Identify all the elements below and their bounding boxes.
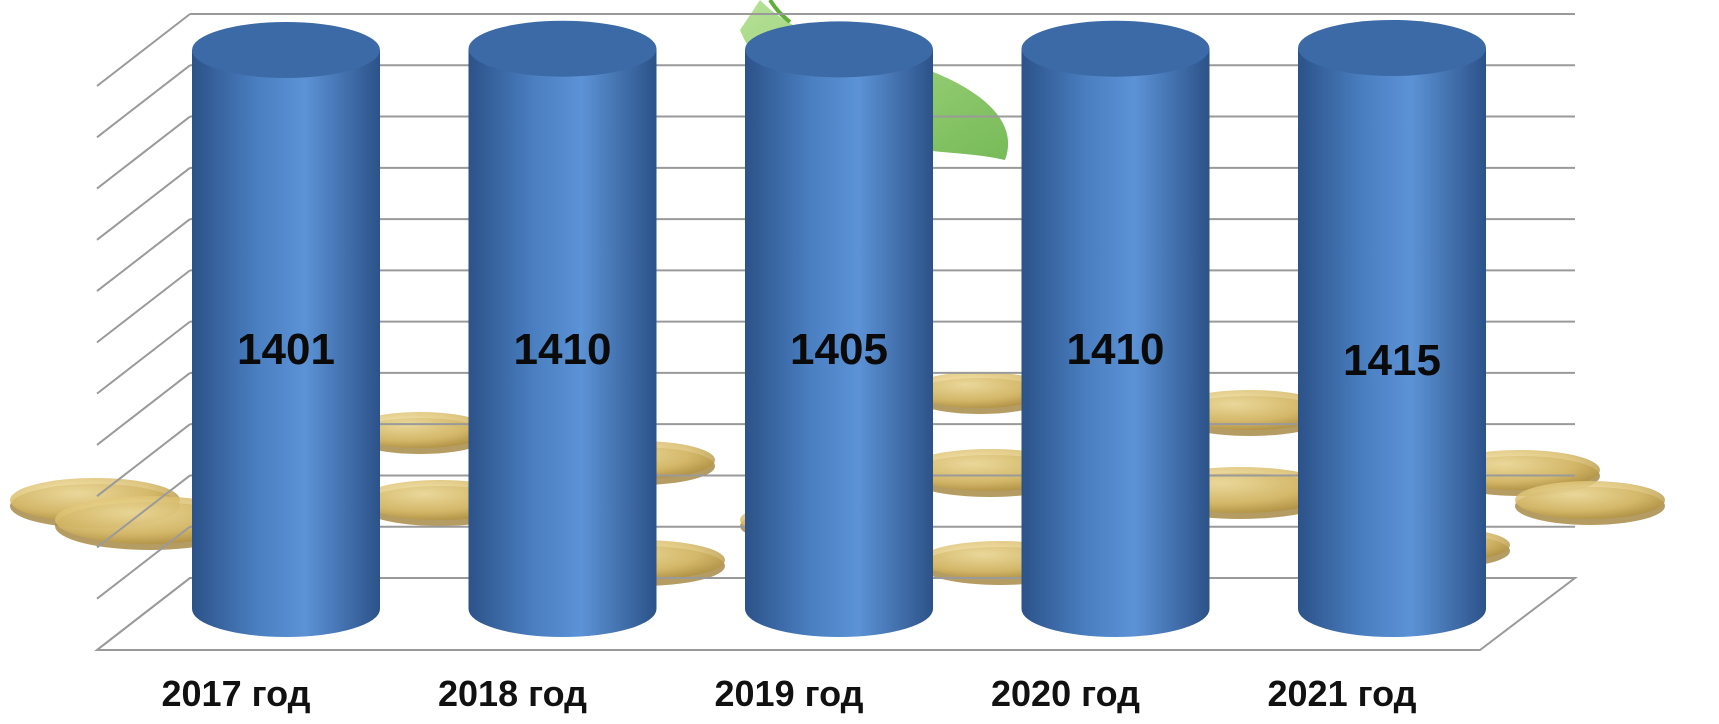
bar-top [1021, 20, 1210, 77]
data-label: 1405 [790, 325, 888, 374]
gridline-side [96, 269, 191, 344]
gridline-side [96, 64, 191, 139]
coin [350, 412, 490, 448]
gridline-side [96, 13, 191, 87]
bar [468, 48, 657, 638]
bar-top [1298, 20, 1486, 76]
gridline-side [96, 525, 191, 600]
bar [1298, 48, 1486, 637]
bar-top [468, 20, 657, 77]
data-label: 1410 [1067, 325, 1165, 374]
category-tick-label: 2020 год [991, 673, 1140, 714]
category-tick-label: 2019 год [715, 673, 864, 714]
gridline-side [96, 474, 191, 549]
gridline-side [96, 115, 191, 190]
bar [1021, 48, 1210, 638]
category-tick-label: 2021 год [1268, 673, 1417, 714]
data-label: 1401 [237, 325, 335, 374]
gridline-side [96, 372, 191, 446]
chart-labels: 1401 2017 год 1410 2018 год 1405 2019 год 1410… [162, 325, 1441, 714]
chart-bars [192, 20, 1486, 638]
data-label: 1410 [514, 325, 612, 374]
bar-top [192, 22, 380, 78]
coin [910, 372, 1050, 408]
bar-top [745, 21, 933, 78]
gridline-side [96, 320, 191, 395]
bar [745, 49, 933, 637]
leaf-stem [768, 0, 792, 24]
gridline-side [96, 423, 191, 497]
gridline-side [96, 218, 191, 292]
category-tick-label: 2017 год [162, 673, 311, 714]
bar [192, 50, 380, 637]
data-label: 1415 [1343, 336, 1441, 385]
category-tick-label: 2018 год [438, 673, 587, 714]
gridline-side [96, 167, 191, 241]
coin [1170, 390, 1330, 430]
coin [1515, 481, 1665, 519]
